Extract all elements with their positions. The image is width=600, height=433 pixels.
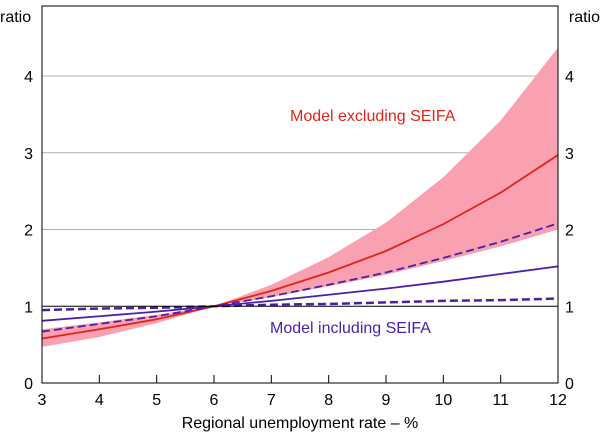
annotation-excluding-seifa: Model excluding SEIFA — [290, 108, 456, 125]
y-tick-label-right: 0 — [565, 376, 574, 393]
y-tick-label-right: 2 — [565, 223, 574, 240]
x-tick-label: 8 — [324, 392, 333, 409]
x-axis-label: Regional unemployment rate – % — [182, 415, 419, 432]
annotation-including-seifa: Model including SEIFA — [270, 320, 431, 337]
y-tick-label-right: 1 — [565, 299, 574, 316]
y-tick-label-left: 3 — [24, 146, 33, 163]
x-tick-label: 12 — [549, 392, 567, 409]
y-tick-label-left: 1 — [24, 299, 33, 316]
y-tick-label-right: 3 — [565, 146, 574, 163]
y-axis-label-left: ratio — [0, 9, 31, 26]
x-tick-label: 9 — [382, 392, 391, 409]
series-lines — [41, 154, 559, 340]
x-tick-label: 11 — [492, 392, 509, 409]
axis-ticks: 3 4 5 6 7 8 9 10 11 120 01 12 23 34 4 — [24, 69, 574, 409]
y-axis-label-right: ratio — [569, 9, 600, 26]
plot-frame — [41, 5, 559, 384]
x-tick-label: 4 — [95, 392, 104, 409]
series-line-3 — [41, 297, 559, 312]
series-line-1 — [41, 265, 559, 322]
y-tick-label-left: 4 — [24, 69, 33, 86]
y-tick-label-left: 0 — [24, 376, 33, 393]
series-line-0 — [41, 154, 559, 340]
series-line-2 — [41, 222, 559, 333]
confidence-band — [42, 47, 558, 347]
x-tick-label: 3 — [38, 392, 47, 409]
y-tick-label-left: 2 — [24, 223, 33, 240]
x-tick-label: 10 — [434, 392, 452, 409]
x-tick-label: 5 — [152, 392, 161, 409]
y-tick-label-right: 4 — [565, 69, 574, 86]
x-tick-label: 7 — [267, 392, 276, 409]
x-tick-label: 6 — [210, 392, 219, 409]
